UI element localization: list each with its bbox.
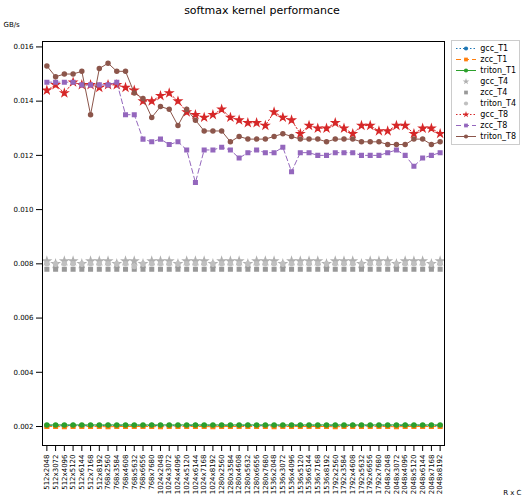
html-text:gcc_T4: gcc_T4	[480, 77, 509, 86]
html-text:triton_T8: triton_T8	[480, 132, 516, 141]
svg-text:1280x5632: 1280x5632	[244, 455, 252, 495]
svg-text:1280x6656: 1280x6656	[253, 454, 261, 494]
svg-text:512x8192: 512x8192	[96, 455, 104, 490]
svg-text:1024x3072: 1024x3072	[165, 455, 173, 495]
svg-text:0.002: 0.002	[13, 423, 33, 431]
html-text:gcc_T8: gcc_T8	[480, 110, 509, 119]
svg-text:768x4608: 768x4608	[122, 455, 130, 490]
svg-text:1024x7168: 1024x7168	[200, 455, 208, 495]
html-text:zcc_T8: zcc_T8	[480, 121, 508, 130]
svg-text:1536x5120: 1536x5120	[297, 455, 305, 495]
svg-text:1024x2048: 1024x2048	[157, 455, 165, 495]
svg-text:512x3072: 512x3072	[52, 455, 60, 490]
html-text:zcc_T1: zcc_T1	[480, 55, 508, 64]
svg-text:768x2560: 768x2560	[104, 455, 112, 490]
svg-text:1792x2560: 1792x2560	[332, 455, 340, 495]
svg-text:1280x3584: 1280x3584	[227, 454, 235, 494]
svg-text:1280x7680: 1280x7680	[262, 455, 270, 495]
svg-text:2048x6144: 2048x6144	[419, 454, 427, 494]
svg-text:512x6144: 512x6144	[78, 454, 86, 490]
svg-text:1536x4096: 1536x4096	[288, 454, 296, 494]
svg-text:1024x6144: 1024x6144	[192, 454, 200, 494]
svg-text:0.016: 0.016	[13, 43, 34, 51]
svg-text:1280x4608: 1280x4608	[235, 455, 243, 495]
svg-text:1280x2560: 1280x2560	[218, 455, 226, 495]
html-text:softmax kernel performance: softmax kernel performance	[184, 4, 340, 17]
svg-text:512x7168: 512x7168	[87, 455, 95, 490]
svg-text:2048x7168: 2048x7168	[428, 455, 436, 495]
html-text:zcc_T4: zcc_T4	[480, 88, 508, 97]
svg-text:R x C: R x C	[503, 489, 521, 497]
svg-text:2048x8192: 2048x8192	[436, 455, 444, 495]
svg-text:1792x3584: 1792x3584	[340, 454, 348, 494]
svg-text:512x2048: 512x2048	[43, 455, 51, 490]
svg-text:1024x8192: 1024x8192	[209, 455, 217, 495]
svg-text:0.008: 0.008	[13, 260, 33, 268]
svg-text:2048x2048: 2048x2048	[384, 455, 392, 495]
svg-text:1536x3072: 1536x3072	[279, 455, 287, 495]
svg-text:512x4096: 512x4096	[61, 454, 69, 490]
svg-text:2048x3072: 2048x3072	[393, 455, 401, 495]
svg-text:1792x5632: 1792x5632	[358, 455, 366, 495]
svg-text:1536x6144: 1536x6144	[305, 454, 313, 494]
svg-text:1536x7168: 1536x7168	[314, 455, 322, 495]
svg-text:0.006: 0.006	[13, 314, 34, 322]
svg-text:0.004: 0.004	[13, 369, 34, 377]
html-text:triton_T1: triton_T1	[480, 66, 516, 75]
svg-text:768x6656: 768x6656	[139, 454, 147, 490]
svg-text:1792x4608: 1792x4608	[349, 455, 357, 495]
svg-text:0.012: 0.012	[13, 152, 33, 160]
svg-text:512x5120: 512x5120	[69, 455, 77, 490]
svg-text:1792x6656: 1792x6656	[366, 454, 374, 494]
svg-text:1536x8192: 1536x8192	[323, 455, 331, 495]
svg-text:1024x4096: 1024x4096	[174, 454, 182, 494]
html-text:gcc_T1: gcc_T1	[480, 44, 509, 53]
svg-text:768x5632: 768x5632	[131, 455, 139, 490]
svg-text:1024x5120: 1024x5120	[183, 455, 191, 495]
svg-text:2048x5120: 2048x5120	[410, 455, 418, 495]
html-text:triton_T4: triton_T4	[480, 99, 516, 108]
svg-text:1792x7680: 1792x7680	[375, 455, 383, 495]
svg-text:0.010: 0.010	[13, 206, 33, 214]
svg-text:1536x2048: 1536x2048	[270, 455, 278, 495]
svg-text:768x7680: 768x7680	[148, 455, 156, 490]
svg-text:GB/s: GB/s	[4, 21, 21, 29]
svg-text:0.014: 0.014	[13, 97, 34, 105]
svg-text:768x3584: 768x3584	[113, 454, 121, 490]
svg-text:2048x4096: 2048x4096	[401, 454, 409, 494]
